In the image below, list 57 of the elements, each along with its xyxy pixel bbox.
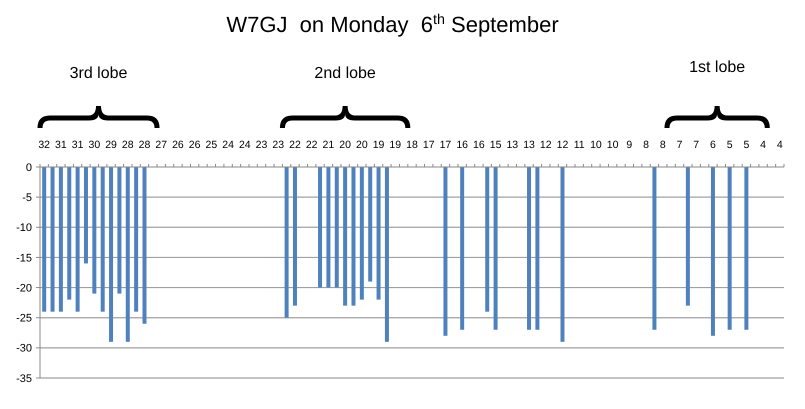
x-tick-label: 23 (272, 139, 284, 151)
x-tick-label: 10 (590, 139, 602, 151)
x-tick-label: 22 (289, 139, 301, 151)
y-tick-label: -25 (16, 312, 32, 325)
x-tick-label: 13 (523, 139, 536, 151)
x-tick-label: 28 (122, 139, 134, 151)
text: 2nd lobe (314, 65, 376, 82)
x-tick-label: 24 (238, 139, 251, 151)
x-tick-label: 20 (356, 139, 368, 151)
chart-title: W7GJ on Monday 6$^{th}$ September (226, 12, 559, 37)
x-tick-label: 15 (490, 139, 502, 151)
x-tick-label: 27 (155, 139, 168, 151)
x-tick-label: 21 (322, 139, 334, 151)
x-tick-label: 8 (660, 139, 666, 151)
x-tick-label: 31 (55, 139, 67, 151)
x-tick-label: 4 (776, 139, 783, 151)
x-tick-label: 29 (105, 139, 118, 151)
y-tick-label: -35 (16, 372, 32, 385)
x-tick-label: 26 (172, 139, 184, 151)
x-tick-label: 16 (473, 139, 485, 151)
y-tick-label: 0 (26, 162, 32, 174)
text: 1st lobe (689, 59, 746, 76)
x-tick-label: 4 (760, 139, 766, 151)
x-tick-label: 22 (306, 139, 318, 151)
x-tick-label: 19 (372, 139, 385, 151)
x-tick-label: 19 (389, 139, 402, 151)
x-tick-label: 17 (422, 139, 435, 151)
x-tick-label: 18 (406, 139, 418, 151)
x-tick-label: 12 (556, 139, 568, 151)
x-tick-label: 11 (574, 139, 585, 151)
x-tick-label: 28 (138, 139, 150, 151)
text: 3rd lobe (70, 65, 128, 82)
x-tick-label: 31 (72, 139, 84, 151)
x-tick-label: 9 (626, 139, 632, 151)
x-tick-label: 20 (339, 139, 352, 151)
x-tick-label: 26 (188, 139, 201, 151)
x-tick-label: 13 (506, 139, 518, 151)
y-tick-label: -15 (16, 252, 32, 264)
x-tick-label: 16 (456, 139, 468, 151)
x-tick-label: 7 (676, 139, 683, 151)
x-tick-label: 8 (643, 139, 650, 151)
x-tick-label: 24 (222, 139, 234, 151)
x-tick-label: 17 (440, 139, 452, 151)
x-tick-label: 12 (540, 139, 552, 151)
x-tick-label: 23 (256, 139, 268, 151)
x-tick-label: 25 (206, 139, 218, 151)
y-tick-label: -30 (16, 342, 32, 355)
y-tick-label: -20 (16, 282, 32, 294)
x-tick-label: 5 (743, 139, 750, 151)
x-tick-label: 30 (88, 139, 100, 151)
y-tick-label: -5 (22, 192, 32, 204)
x-tick-label: 5 (726, 139, 733, 151)
x-tick-label: 10 (606, 139, 619, 151)
x-tick-label: 6 (710, 139, 716, 151)
y-tick-label: -10 (16, 222, 32, 234)
x-tick-label: 32 (38, 139, 50, 151)
x-tick-label: 7 (693, 139, 700, 151)
